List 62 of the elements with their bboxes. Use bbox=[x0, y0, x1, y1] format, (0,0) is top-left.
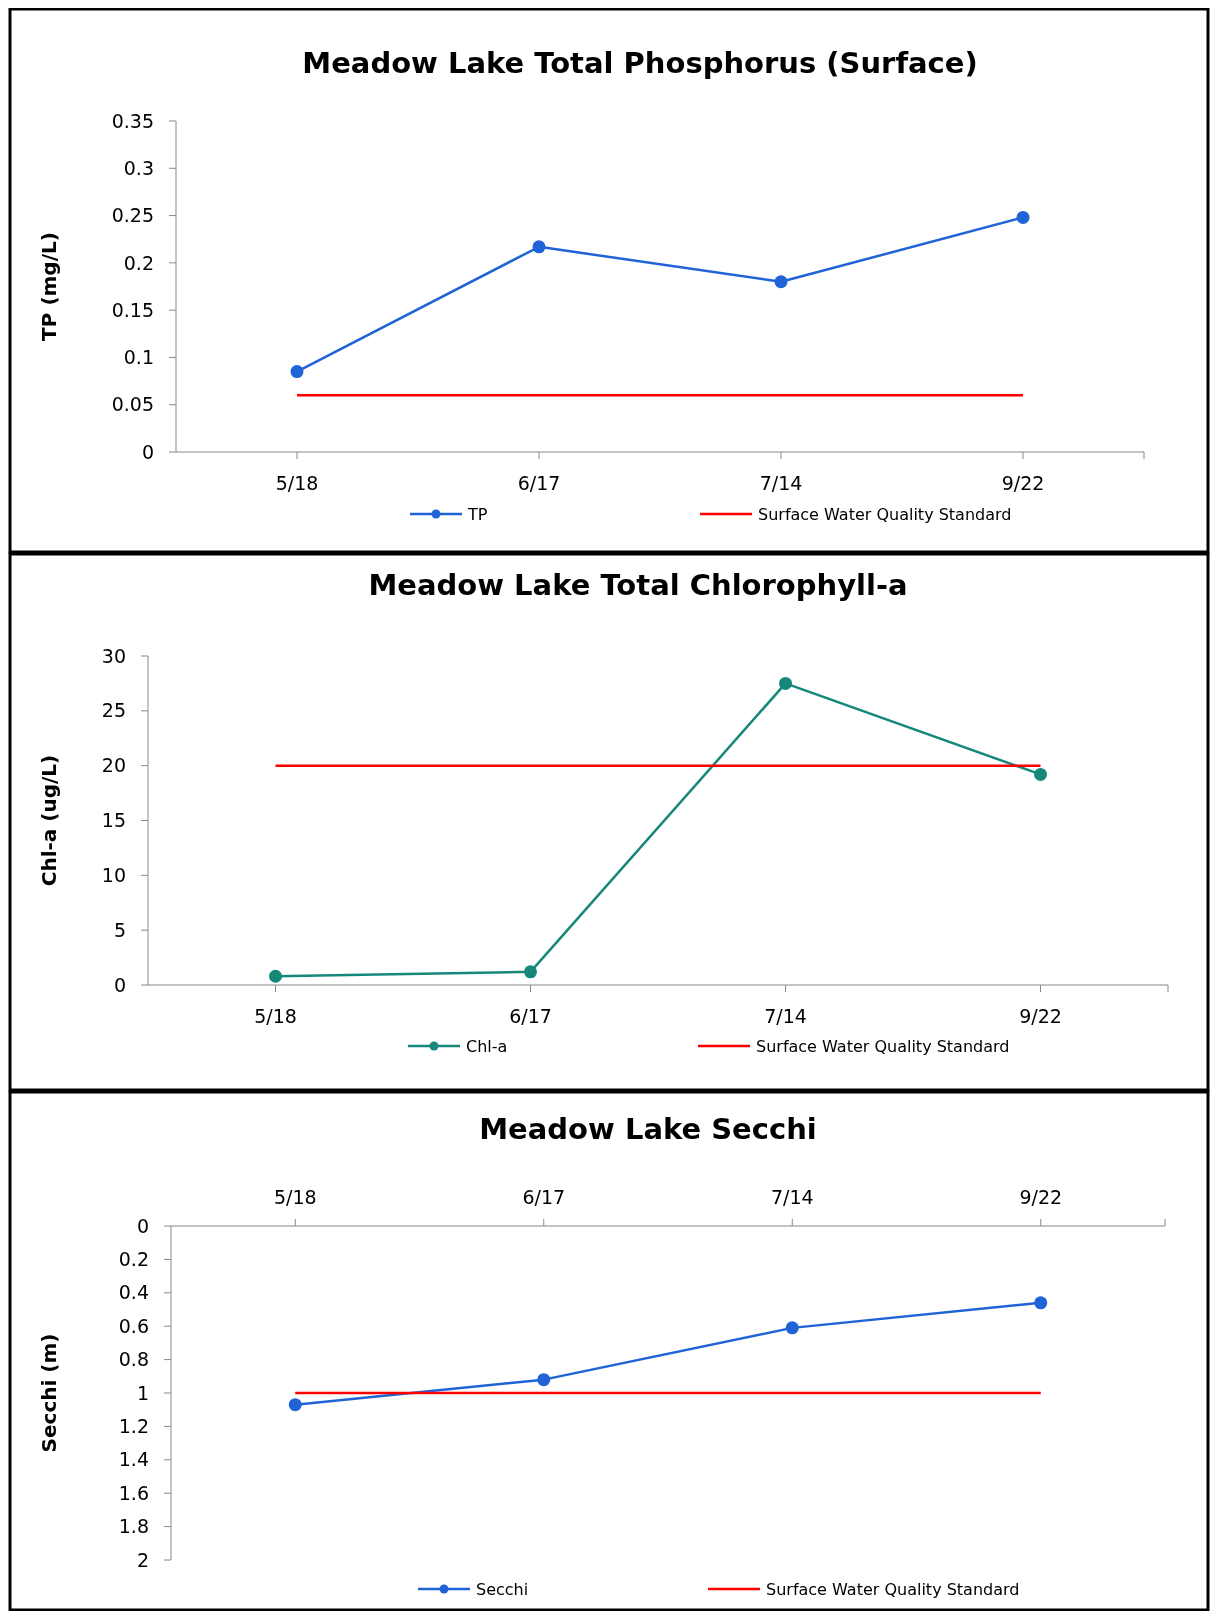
x-tick-label: 9/22 bbox=[1019, 1005, 1062, 1027]
y-tick-label: 1.8 bbox=[118, 1515, 149, 1538]
point bbox=[288, 1398, 302, 1412]
x-tick-label: 6/17 bbox=[522, 1186, 566, 1208]
legend-label: Surface Water Quality Standard bbox=[766, 1579, 1020, 1599]
y-tick-label: 0 bbox=[113, 973, 126, 996]
chart-title: Meadow Lake Total Chlorophyll-a bbox=[368, 568, 908, 602]
legend-label: Surface Water Quality Standard bbox=[756, 1036, 1010, 1056]
x-tick-label: 5/18 bbox=[254, 1005, 297, 1027]
point bbox=[532, 240, 546, 254]
x-tick-label: 7/14 bbox=[770, 1186, 814, 1208]
y-tick-label: 2 bbox=[136, 1548, 149, 1571]
legend-label: Surface Water Quality Standard bbox=[758, 504, 1012, 524]
point bbox=[1034, 767, 1047, 781]
y-axis-title: Chl-a (ug/L) bbox=[37, 754, 61, 887]
y-tick-label: 1 bbox=[136, 1381, 149, 1404]
point bbox=[290, 365, 304, 379]
y-tick-label: 0.2 bbox=[123, 251, 154, 274]
y-tick-label: 0.6 bbox=[118, 1314, 149, 1337]
legend-label: Chl-a bbox=[466, 1036, 508, 1056]
y-tick-label: 25 bbox=[101, 699, 126, 722]
y-tick-label: 1.4 bbox=[118, 1448, 149, 1471]
point bbox=[1016, 210, 1030, 224]
y-axis-title: TP (mg/L) bbox=[37, 232, 61, 341]
y-tick-label: 0.15 bbox=[111, 298, 154, 321]
point bbox=[779, 676, 792, 690]
y-tick-label: 0.8 bbox=[118, 1348, 149, 1371]
point bbox=[269, 969, 282, 983]
y-tick-label: 0.1 bbox=[123, 346, 154, 369]
point bbox=[524, 965, 537, 979]
point bbox=[1034, 1296, 1048, 1310]
legend-label: TP bbox=[467, 504, 488, 524]
y-tick-label: 1.2 bbox=[118, 1415, 149, 1438]
point bbox=[774, 275, 788, 289]
chart-title: Meadow Lake Secchi bbox=[479, 1112, 817, 1146]
x-tick-label: 6/17 bbox=[509, 1005, 552, 1027]
y-tick-label: 10 bbox=[101, 863, 126, 886]
y-tick-label: 0.35 bbox=[111, 109, 154, 132]
y-tick-label: 5 bbox=[113, 918, 126, 941]
y-tick-label: 0 bbox=[136, 1214, 149, 1237]
y-tick-label: 15 bbox=[101, 809, 126, 832]
y-axis-title: Secchi (m) bbox=[37, 1333, 61, 1453]
y-tick-label: 1.6 bbox=[118, 1481, 149, 1504]
y-tick-label: 0.25 bbox=[111, 204, 154, 227]
y-tick-label: 0.05 bbox=[111, 393, 154, 416]
x-tick-label: 7/14 bbox=[764, 1005, 807, 1027]
chart-title: Meadow Lake Total Phosphorus (Surface) bbox=[302, 46, 978, 80]
x-tick-label: 9/22 bbox=[1019, 1186, 1063, 1208]
x-tick-label: 6/17 bbox=[517, 472, 561, 494]
y-tick-label: 30 bbox=[101, 644, 126, 667]
y-tick-label: 20 bbox=[101, 754, 126, 777]
y-tick-label: 0.3 bbox=[123, 156, 154, 179]
point bbox=[537, 1373, 551, 1387]
x-tick-label: 9/22 bbox=[1001, 472, 1045, 494]
point bbox=[785, 1321, 799, 1335]
legend-label: Secchi bbox=[476, 1579, 529, 1599]
y-tick-label: 0 bbox=[141, 440, 154, 463]
x-tick-label: 7/14 bbox=[759, 472, 803, 494]
x-tick-label: 5/18 bbox=[273, 1186, 317, 1208]
y-tick-label: 0.4 bbox=[118, 1281, 149, 1304]
x-tick-label: 5/18 bbox=[275, 472, 319, 494]
y-tick-label: 0.2 bbox=[118, 1248, 149, 1271]
